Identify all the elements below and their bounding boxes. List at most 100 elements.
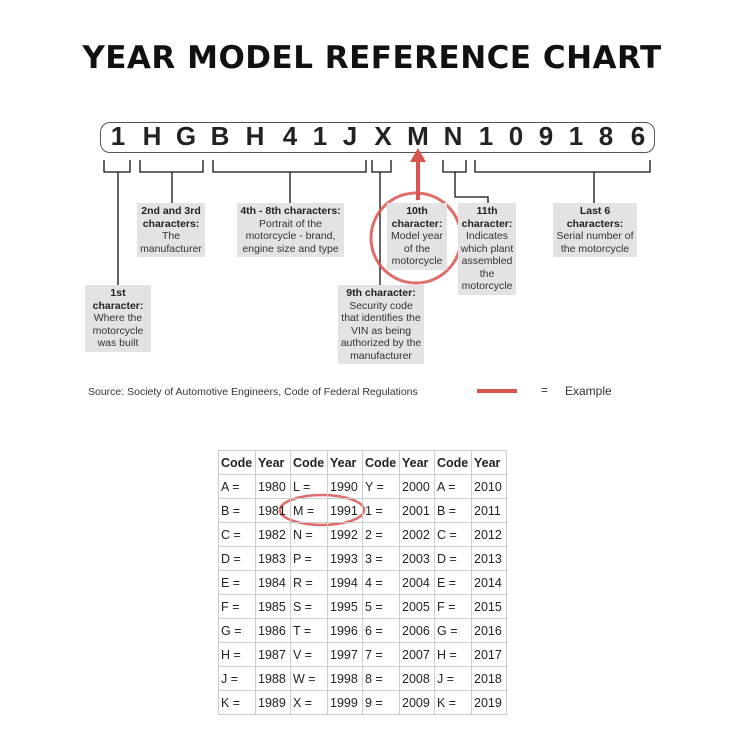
- table-row: G = 1986 T = 1996 6 = 2006 G = 2016: [218, 618, 507, 643]
- bracket-1st: [103, 160, 131, 285]
- year-cell: 1992: [327, 522, 363, 547]
- year-cell: 2019: [471, 690, 507, 715]
- label-heading: Last 6 characters:: [566, 205, 624, 230]
- vin-character: J: [342, 121, 358, 151]
- column-header: Year: [399, 450, 435, 475]
- code-cell: E =: [434, 570, 472, 595]
- code-cell: A =: [434, 474, 472, 499]
- column-header: Code: [362, 450, 400, 475]
- label-9th-character: 9th character: Security code that identif…: [338, 285, 424, 364]
- year-cell: 2008: [399, 666, 435, 691]
- vin-character: 4: [282, 121, 298, 151]
- code-cell: G =: [434, 618, 472, 643]
- year-cell: 1980: [255, 474, 291, 499]
- vin-character: 9: [538, 121, 554, 151]
- table-row: K = 1989 X = 1999 9 = 2009 K = 2019: [218, 690, 507, 715]
- bracket-4th-8th: [212, 160, 367, 203]
- year-cell: 2006: [399, 618, 435, 643]
- table-row: F = 1985 S = 1995 5 = 2005 F = 2015: [218, 594, 507, 619]
- vin-character: 1: [568, 121, 584, 151]
- table-row: J = 1988 W = 1998 8 = 2008 J = 2018: [218, 666, 507, 691]
- column-header: Code: [218, 450, 256, 475]
- year-cell: 1998: [327, 666, 363, 691]
- arrow-head: [410, 148, 426, 162]
- vin-character: H: [245, 121, 265, 151]
- column-header: Year: [471, 450, 507, 475]
- year-cell: 1995: [327, 594, 363, 619]
- vin-character: 6: [630, 121, 646, 151]
- vin-character: H: [142, 121, 162, 151]
- label-text: Where the motorcycle was built: [92, 312, 144, 349]
- table-row: C = 1982 N = 1992 2 = 2002 C = 2012: [218, 522, 507, 547]
- label-heading: 10th character:: [391, 205, 443, 230]
- code-cell: K =: [434, 690, 472, 715]
- column-header: Year: [327, 450, 363, 475]
- vin-character: M: [407, 121, 429, 151]
- year-cell: 1981: [255, 498, 291, 523]
- year-cell: 1982: [255, 522, 291, 547]
- vin-character: B: [210, 121, 230, 151]
- year-cell: 2017: [471, 642, 507, 667]
- label-text: Indicates which plant assembled the moto…: [460, 230, 514, 292]
- vin-character: 1: [312, 121, 328, 151]
- label-text: The manufacturer: [140, 230, 202, 255]
- year-cell: 2000: [399, 474, 435, 499]
- code-cell: E =: [218, 570, 256, 595]
- table-row: E = 1984 R = 1994 4 = 2004 E = 2014: [218, 570, 507, 595]
- code-cell: 1 =: [362, 498, 400, 523]
- label-10th-character: 10th character: Model year of the motorcy…: [387, 203, 447, 270]
- table-row: B = 1981 M = 1991 1 = 2001 B = 2011: [218, 498, 507, 523]
- code-cell: P =: [290, 546, 328, 571]
- label-heading: 4th - 8th characters:: [240, 205, 341, 217]
- year-cell: 1996: [327, 618, 363, 643]
- code-cell: 9 =: [362, 690, 400, 715]
- year-cell: 2004: [399, 570, 435, 595]
- year-cell: 2015: [471, 594, 507, 619]
- code-cell: N =: [290, 522, 328, 547]
- year-cell: 1997: [327, 642, 363, 667]
- label-text: Model year of the motorcycle: [391, 230, 443, 267]
- code-cell: J =: [434, 666, 472, 691]
- code-cell: S =: [290, 594, 328, 619]
- year-cell: 2013: [471, 546, 507, 571]
- code-cell: 6 =: [362, 618, 400, 643]
- code-cell: A =: [218, 474, 256, 499]
- year-cell: 1987: [255, 642, 291, 667]
- table-header-row: Code Year Code Year Code Year Code Year: [218, 450, 507, 475]
- code-cell: 7 =: [362, 642, 400, 667]
- year-cell: 2018: [471, 666, 507, 691]
- year-cell: 2016: [471, 618, 507, 643]
- year-cell: 1999: [327, 690, 363, 715]
- label-text: Portrait of the motorcycle - brand, engi…: [242, 217, 339, 255]
- vin-character: G: [175, 121, 197, 151]
- year-cell: 1985: [255, 594, 291, 619]
- code-cell: H =: [218, 642, 256, 667]
- code-cell: K =: [218, 690, 256, 715]
- label-heading: 9th character:: [346, 287, 416, 299]
- column-header: Code: [434, 450, 472, 475]
- vin-character: 0: [508, 121, 524, 151]
- label-text: Serial number of the motorcycle: [556, 230, 634, 255]
- vin-character: 1: [110, 121, 126, 151]
- code-cell: F =: [434, 594, 472, 619]
- code-cell: L =: [290, 474, 328, 499]
- code-cell: 2 =: [362, 522, 400, 547]
- year-cell: 1983: [255, 546, 291, 571]
- source-note: Source: Society of Automotive Engineers,…: [88, 386, 418, 398]
- bracket-11th: [442, 160, 489, 203]
- code-cell: C =: [218, 522, 256, 547]
- label-heading: 1st character:: [92, 287, 144, 312]
- year-cell: 2010: [471, 474, 507, 499]
- year-cell: 1988: [255, 666, 291, 691]
- label-11th-character: 11th character: Indicates which plant ass…: [458, 203, 516, 295]
- code-cell: 5 =: [362, 594, 400, 619]
- year-cell: 1984: [255, 570, 291, 595]
- code-cell: F =: [218, 594, 256, 619]
- year-cell: 1991: [327, 498, 363, 523]
- vin-character: 8: [598, 121, 614, 151]
- vin-character: 1: [478, 121, 494, 151]
- year-cell: 1989: [255, 690, 291, 715]
- label-1st-character: 1st character: Where the motorcycle was b…: [85, 285, 151, 352]
- code-cell: R =: [290, 570, 328, 595]
